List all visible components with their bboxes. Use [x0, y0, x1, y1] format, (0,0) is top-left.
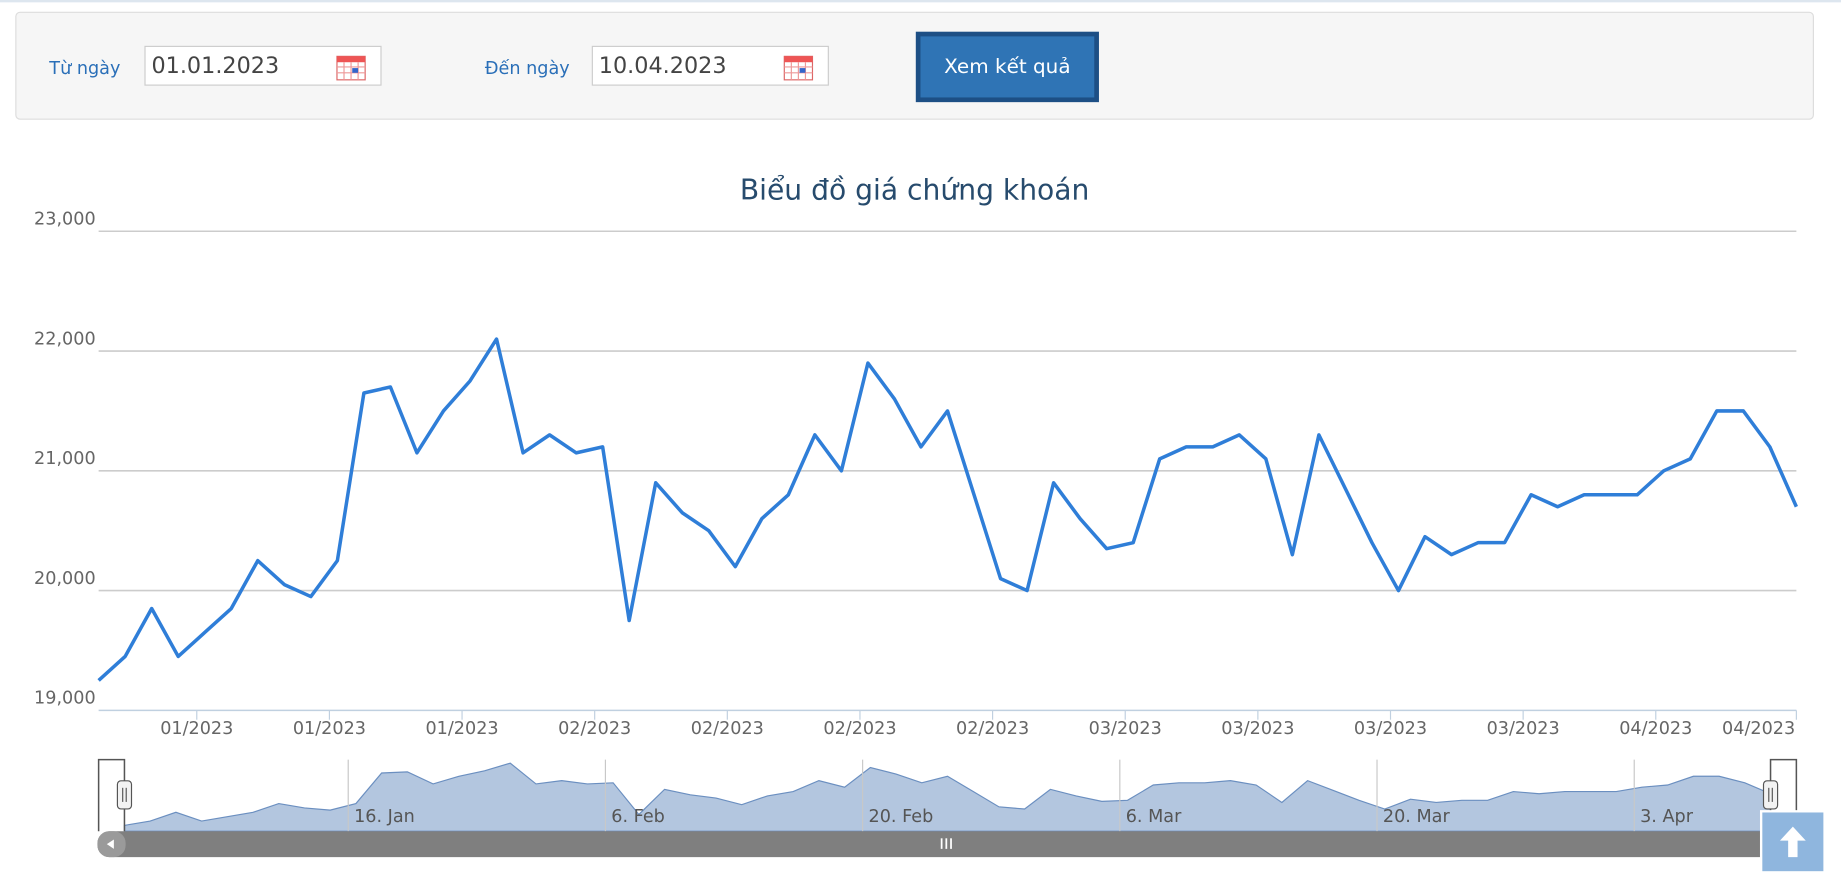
to-input[interactable]: 10.04.2023 — [591, 45, 829, 86]
from-label: Từ ngày — [49, 57, 121, 79]
x-tick-label: 03/2023 — [1221, 719, 1294, 739]
y-tick-label: 20,000 — [34, 569, 96, 589]
to-label: Đến ngày — [484, 57, 570, 79]
x-tick-label: 04/2023 — [1619, 719, 1692, 739]
chart-title: Biểu đồ giá chứng khoán — [740, 173, 1090, 206]
x-tick-label: 02/2023 — [558, 719, 631, 739]
x-tick-label: 03/2023 — [1487, 719, 1560, 739]
y-tick-label: 21,000 — [34, 449, 96, 469]
navigator-label: 20. Mar — [1383, 807, 1451, 827]
from-input[interactable]: 01.01.2023 — [144, 45, 382, 86]
submit-text: Xem kết quả — [920, 36, 1095, 98]
x-tick-label: 03/2023 — [1089, 719, 1162, 739]
price-line — [97, 337, 1798, 682]
y-tick-label: 19,000 — [34, 689, 96, 709]
navigator-handle[interactable] — [1762, 780, 1779, 810]
navigator-label: 3. Apr — [1640, 807, 1694, 827]
y-tick-label: 22,000 — [34, 329, 96, 349]
navigator-handle[interactable] — [116, 780, 133, 810]
submit-button[interactable]: Xem kết quả — [915, 31, 1099, 103]
x-tick-label: 02/2023 — [956, 719, 1029, 739]
top-border — [0, 0, 1841, 3]
calendar-icon[interactable] — [783, 53, 814, 81]
x-tick-label: 02/2023 — [823, 719, 896, 739]
x-tick-label: 01/2023 — [293, 719, 366, 739]
date-form: Từ ngày 01.01.2023 Đến ngày 10.04.2023 X… — [15, 11, 1814, 120]
arrow — [106, 839, 114, 849]
y-tick-label: 23,000 — [34, 210, 96, 230]
x-tick-label: 02/2023 — [691, 719, 764, 739]
navigator-label: 16. Jan — [354, 807, 415, 827]
navigator-label: 20. Feb — [868, 807, 933, 827]
navigator-area — [123, 762, 1772, 832]
scroll-grip — [940, 838, 952, 849]
x-tick-label: 01/2023 — [425, 719, 498, 739]
up-arrow — [1779, 826, 1806, 858]
from-value: 01.01.2023 — [151, 52, 280, 79]
navigator-label: 6. Feb — [611, 807, 665, 827]
x-tick-label: 04/2023 — [1722, 719, 1795, 739]
x-tick-label: 01/2023 — [160, 719, 233, 739]
to-value: 10.04.2023 — [598, 52, 727, 79]
calendar-icon[interactable] — [336, 53, 367, 81]
x-tick-label: 03/2023 — [1354, 719, 1427, 739]
navigator-label: 6. Mar — [1126, 807, 1182, 827]
